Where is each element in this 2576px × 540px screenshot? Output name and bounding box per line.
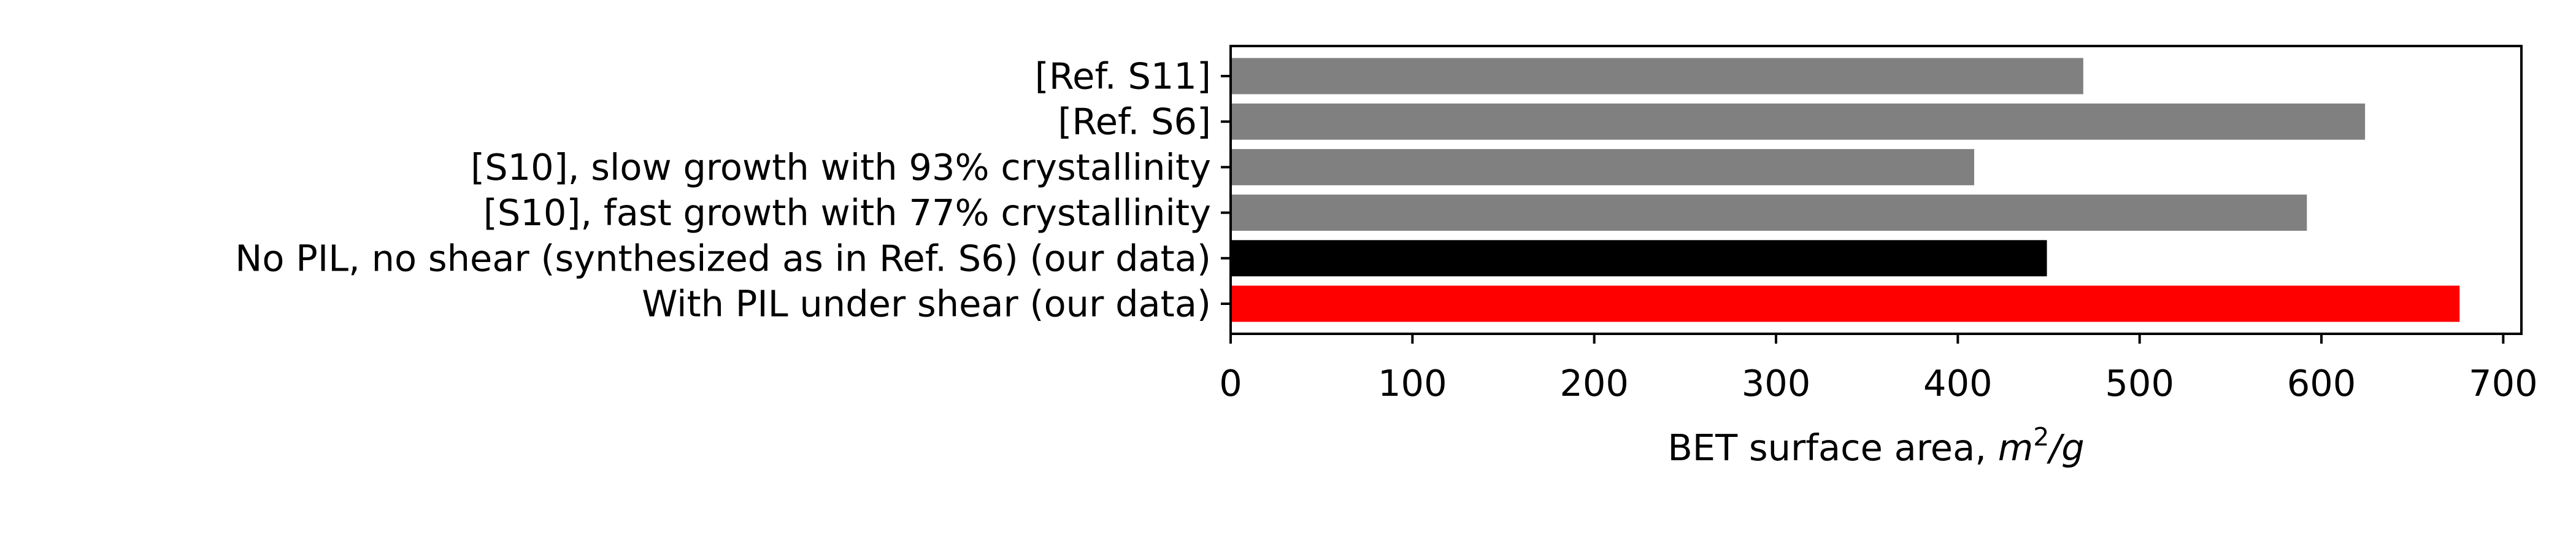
y-tick-label: [Ref. S6] — [1058, 101, 1211, 143]
bars-layer — [1231, 58, 2460, 322]
bar-4 — [1231, 195, 2307, 231]
y-tick-label: [S10], slow growth with 93% crystallinit… — [471, 146, 1211, 188]
x-tick-label: 300 — [1742, 362, 1811, 404]
x-axis: 0 100 200 300 400 500 600 700 — [1219, 334, 2538, 404]
bar-6 — [1231, 285, 2460, 322]
x-tick-label: 200 — [1559, 362, 1629, 404]
x-tick-label: 100 — [1378, 362, 1447, 404]
y-tick-label: [S10], fast growth with 77% crystallinit… — [483, 191, 1211, 234]
x-axis-label: BET surface area, m2/g — [1667, 422, 2084, 469]
x-tick-label: 400 — [1923, 362, 1993, 404]
x-tick-label: 0 — [1219, 362, 1242, 404]
plot-frame — [1229, 45, 2523, 335]
x-axis-label-unit-exp: 2 — [2033, 422, 2049, 452]
y-tick-label: [Ref. S11] — [1035, 55, 1211, 98]
y-tick-label: With PIL under shear (our data) — [642, 283, 1211, 325]
x-axis-label-unit-denominator: /g — [2046, 426, 2084, 469]
bar-3 — [1231, 148, 1975, 185]
x-axis-label-prefix: BET surface area, — [1667, 426, 1997, 469]
bar-2 — [1231, 103, 2366, 140]
y-axis: [Ref. S11][Ref. S6][S10], slow growth wi… — [235, 55, 1231, 325]
x-tick-label: 500 — [2105, 362, 2174, 404]
x-tick-label: 700 — [2469, 362, 2538, 404]
bar-1 — [1231, 58, 2083, 94]
x-tick-label: 600 — [2287, 362, 2356, 404]
y-tick-label: No PIL, no shear (synthesized as in Ref.… — [235, 237, 1211, 279]
bar-5 — [1231, 240, 2047, 277]
x-axis-label-unit-base: m — [1998, 426, 2033, 469]
